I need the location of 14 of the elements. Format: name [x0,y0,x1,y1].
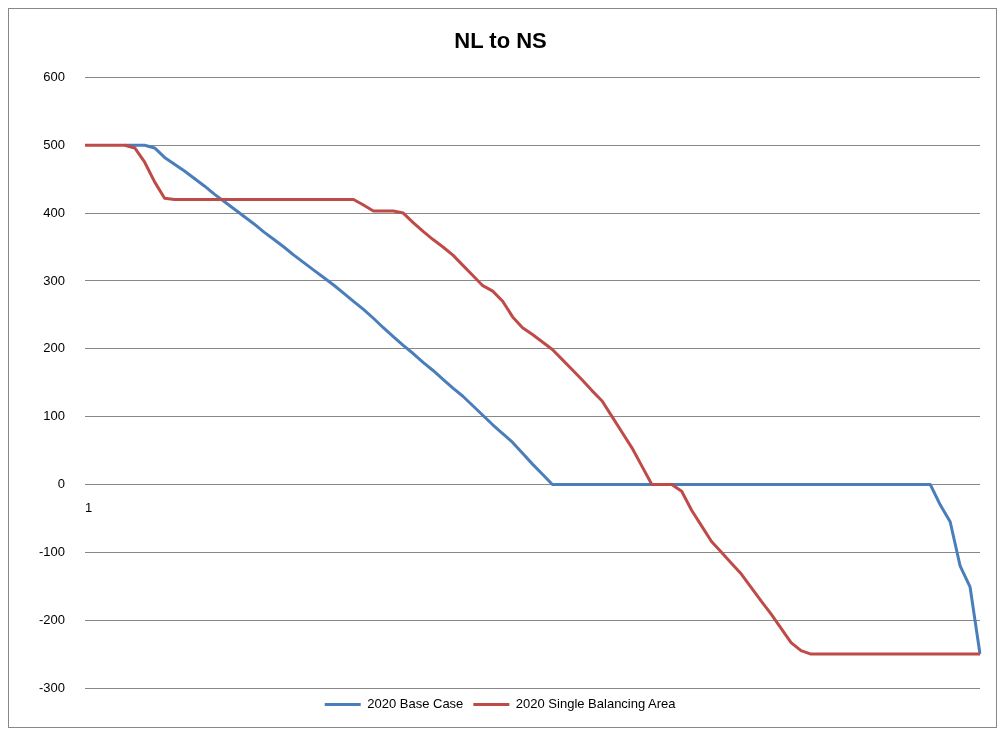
y-tick-label: 200 [43,340,66,356]
legend-label: 2020 Base Case [367,696,464,712]
y-tick-label: 500 [43,136,66,152]
x-tick-label: 1 [85,499,93,515]
legend-label: 2020 Single Balancing Area [515,696,677,712]
y-tick-label: -300 [38,679,66,695]
chart-title: NL to NS [454,28,547,54]
y-tick-label: 600 [43,68,66,84]
y-tick-label: 100 [43,408,66,424]
y-tick-label: -200 [38,611,66,627]
y-tick-label: -100 [38,543,66,559]
y-tick-label: 400 [43,204,66,220]
y-tick-label: 0 [57,476,66,492]
y-tick-label: 300 [43,272,66,288]
